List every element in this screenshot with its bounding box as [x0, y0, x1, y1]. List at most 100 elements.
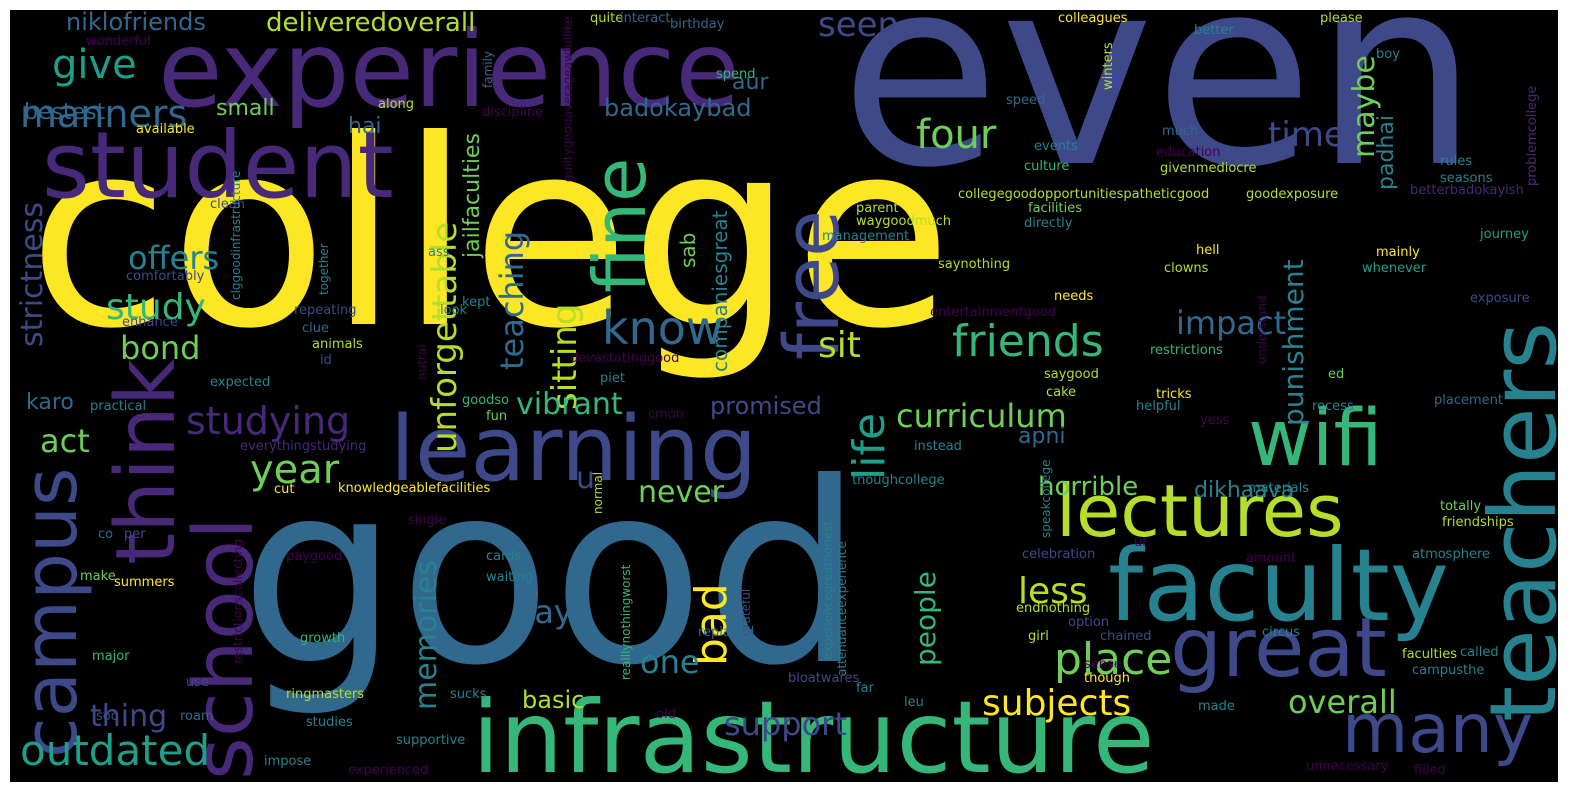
- word: one: [640, 643, 700, 681]
- word: yess: [1200, 413, 1230, 428]
- word: campus: [10, 467, 94, 758]
- word: faculty: [1108, 527, 1450, 644]
- word: bond: [120, 329, 201, 367]
- word: sab: [676, 232, 700, 268]
- word: strictness: [15, 201, 50, 347]
- word: nutral: [415, 344, 429, 380]
- word: hell: [1196, 243, 1220, 258]
- word: faculties: [1402, 647, 1458, 662]
- word: realllynothingworst: [619, 564, 633, 680]
- word: horrible: [1038, 472, 1139, 502]
- word: ringmasters: [286, 687, 365, 702]
- word: family: [481, 50, 495, 88]
- word: look: [440, 303, 468, 318]
- word: culture: [1024, 159, 1070, 174]
- word: friendships: [1442, 515, 1514, 530]
- word: learning: [390, 397, 758, 502]
- word: study: [106, 287, 206, 328]
- word: ass: [428, 245, 450, 260]
- word: saygood: [1044, 367, 1099, 382]
- word: expected: [210, 375, 271, 390]
- word: less: [1018, 571, 1088, 612]
- word: betterbadokayish: [1410, 183, 1524, 198]
- word: practical: [90, 399, 147, 414]
- word: badokaybad: [604, 94, 752, 122]
- word: wonderful: [86, 34, 151, 49]
- word: waygoodmuch: [856, 214, 951, 229]
- word: lectures: [1056, 469, 1344, 553]
- word: id: [320, 353, 332, 368]
- word: parent: [856, 201, 899, 216]
- word: birthday: [670, 17, 725, 32]
- word: restrictionscollecting: [231, 539, 245, 664]
- word: niklofriends: [66, 10, 206, 36]
- word: basic: [522, 686, 585, 714]
- word: people: [909, 571, 942, 666]
- word: goodexposure: [1246, 187, 1339, 202]
- word: interact: [620, 11, 671, 26]
- word: available: [136, 122, 195, 137]
- word: bloatwares: [788, 671, 860, 686]
- word: memories: [409, 559, 444, 710]
- word: single: [408, 513, 447, 528]
- word: sense: [1084, 657, 1122, 672]
- word: endnothing: [1016, 601, 1091, 616]
- word: great: [1170, 601, 1387, 696]
- word: education: [1156, 145, 1221, 160]
- word: life: [844, 412, 895, 480]
- word: clue: [302, 321, 329, 336]
- word: discipline: [482, 105, 544, 120]
- word: even: [840, 10, 1479, 225]
- word: year: [250, 447, 340, 493]
- word: saynothing: [938, 257, 1011, 272]
- word: support: [724, 705, 847, 743]
- word: cards: [486, 549, 522, 564]
- word: made: [1198, 699, 1235, 714]
- word: tricks: [1156, 387, 1192, 402]
- word: guiltygoodaverageawfullike: [561, 16, 575, 182]
- word: recess: [1312, 399, 1354, 414]
- word: clowns: [1164, 261, 1209, 276]
- word: events: [1034, 139, 1078, 154]
- word: studying: [186, 399, 351, 443]
- word: circus: [1262, 625, 1300, 640]
- word: four: [916, 112, 997, 158]
- word: summers: [114, 575, 175, 590]
- word: ed: [1328, 367, 1345, 382]
- word: quite: [590, 11, 624, 26]
- word: ur: [1134, 535, 1148, 550]
- word: jailfaculties: [460, 133, 485, 258]
- word: karo: [26, 390, 74, 415]
- word: givenmediocre: [1160, 161, 1257, 176]
- word: hai: [348, 114, 382, 139]
- word: soo: [96, 709, 119, 724]
- word: studies: [306, 715, 353, 730]
- word: journey: [1480, 227, 1529, 242]
- word: wifi: [1248, 394, 1383, 484]
- word: entertainmentgood: [930, 305, 1057, 320]
- word: act: [40, 422, 90, 460]
- word: outdated: [20, 726, 211, 775]
- word: devastatinggood: [570, 351, 680, 366]
- word: atmosphere: [1412, 547, 1490, 562]
- word: overall: [1288, 683, 1397, 721]
- word: give: [52, 42, 137, 88]
- word: per: [124, 527, 146, 542]
- word: knowledgeablefacilities: [338, 481, 491, 496]
- word: unnecessary: [1306, 759, 1389, 774]
- word: infrastructure: [472, 679, 1155, 783]
- word: directly: [1024, 216, 1073, 231]
- word: supportive: [396, 733, 466, 748]
- word: exposure: [1470, 291, 1530, 306]
- word: along: [378, 97, 415, 112]
- word: know: [602, 301, 724, 355]
- word: good: [240, 429, 864, 720]
- word: college: [28, 85, 953, 385]
- word-cloud: college even good experience student inf…: [10, 10, 1558, 782]
- word: chained: [1100, 629, 1152, 644]
- word: collegegoodopportunitiespatheticgood: [958, 187, 1210, 202]
- word: management: [822, 229, 910, 244]
- word: mainly: [1376, 245, 1420, 260]
- word: curriculum: [896, 397, 1067, 435]
- word: experience: [158, 10, 740, 131]
